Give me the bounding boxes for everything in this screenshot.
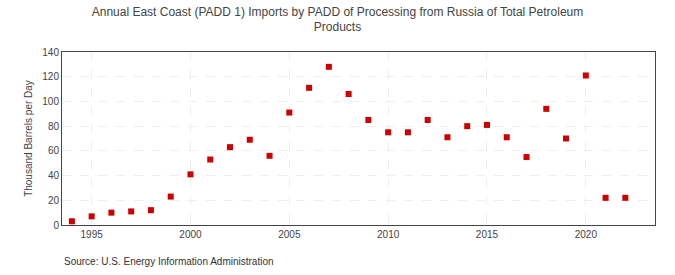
svg-text:40: 40 <box>48 170 60 181</box>
svg-text:120: 120 <box>42 71 59 82</box>
svg-text:0: 0 <box>53 220 59 231</box>
svg-text:2005: 2005 <box>278 229 301 240</box>
svg-text:100: 100 <box>42 96 59 107</box>
svg-text:2010: 2010 <box>377 229 400 240</box>
svg-text:Thousand Barrels per Day: Thousand Barrels per Day <box>23 80 34 197</box>
svg-text:2020: 2020 <box>575 229 598 240</box>
svg-text:2000: 2000 <box>179 229 202 240</box>
svg-text:140: 140 <box>42 47 59 58</box>
svg-text:60: 60 <box>48 145 60 156</box>
svg-text:1995: 1995 <box>81 229 104 240</box>
svg-text:80: 80 <box>48 121 60 132</box>
svg-text:20: 20 <box>48 195 60 206</box>
svg-text:Source: U.S. Energy Informatio: Source: U.S. Energy Information Administ… <box>64 256 274 267</box>
svg-text:2015: 2015 <box>476 229 499 240</box>
svg-text:Annual East Coast (PADD 1) Imp: Annual East Coast (PADD 1) Imports by PA… <box>92 5 584 35</box>
